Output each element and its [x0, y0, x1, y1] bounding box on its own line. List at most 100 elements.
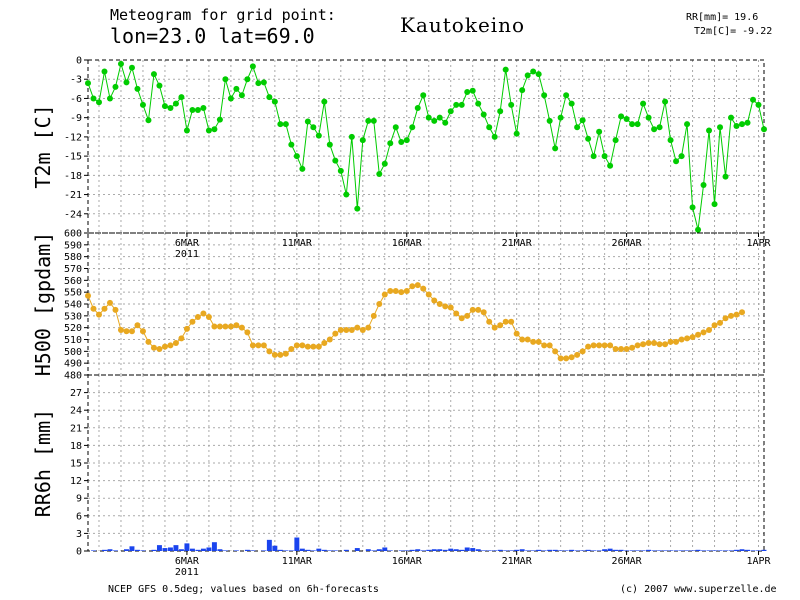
data-point	[304, 343, 311, 350]
data-point	[387, 140, 394, 147]
data-point	[464, 89, 471, 96]
precip-bar	[536, 549, 542, 551]
data-point	[557, 355, 564, 362]
data-source: NCEP GFS 0.5deg; values based on 6h-fore…	[108, 584, 379, 595]
data-point	[266, 94, 273, 101]
panel-frame	[87, 374, 765, 552]
data-point	[541, 92, 548, 99]
data-point	[211, 323, 218, 330]
data-point	[612, 137, 619, 144]
precip-bar	[387, 550, 393, 551]
data-point	[425, 291, 432, 298]
data-point	[95, 99, 102, 106]
data-point	[442, 303, 449, 310]
data-point	[634, 342, 641, 349]
series-line	[87, 284, 743, 359]
data-point	[739, 309, 746, 316]
data-point	[607, 162, 614, 169]
tick-label-y: 15	[70, 459, 82, 470]
data-point	[656, 341, 663, 348]
precip-bar	[404, 550, 410, 551]
axis-label-y: RR6h [mm]	[31, 409, 55, 517]
precip-bar	[508, 550, 514, 551]
data-point	[662, 341, 669, 348]
data-point	[711, 322, 718, 329]
data-point	[117, 327, 124, 334]
tick-label-x: 16MAR	[392, 238, 423, 249]
tick-label-x: 6MAR	[175, 556, 200, 567]
data-point	[486, 124, 493, 131]
data-point	[178, 94, 185, 101]
tick-label-y: 590	[64, 240, 82, 251]
tick-label-x: 6MAR	[175, 238, 200, 249]
data-point	[376, 301, 383, 307]
precip-bar	[662, 550, 668, 551]
data-point	[255, 342, 262, 349]
data-point	[293, 342, 300, 349]
data-point	[233, 322, 240, 329]
precip-bar	[365, 549, 371, 551]
precip-bar	[233, 550, 239, 551]
data-point	[123, 79, 130, 86]
data-point	[574, 351, 581, 358]
precip-bar	[739, 549, 745, 551]
data-point	[464, 312, 471, 319]
data-point	[667, 137, 674, 144]
precip-bar	[299, 548, 305, 551]
precip-bar	[459, 549, 465, 551]
data-point	[359, 137, 366, 144]
data-point	[365, 324, 372, 331]
data-point	[216, 116, 223, 123]
data-point	[590, 153, 597, 160]
data-point	[728, 114, 735, 121]
data-point	[244, 76, 251, 83]
precip-bar	[706, 550, 712, 551]
precip-bar	[173, 545, 179, 551]
data-point	[370, 312, 377, 319]
data-point	[629, 121, 636, 128]
precip-bar	[250, 550, 256, 551]
data-point	[491, 324, 498, 331]
data-point	[409, 124, 416, 131]
precip-bar	[272, 545, 278, 551]
data-point	[238, 92, 245, 99]
data-point	[486, 318, 493, 325]
precip-bar	[431, 549, 437, 551]
precip-bar	[371, 550, 377, 551]
data-point	[645, 114, 652, 121]
tick-label-y: -15	[64, 152, 82, 163]
tick-label-y: 480	[64, 371, 82, 382]
tick-label-y: 9	[76, 494, 82, 505]
precip-bar	[481, 550, 487, 551]
precip-bar	[690, 550, 696, 551]
data-point	[161, 103, 168, 110]
data-point	[249, 342, 256, 349]
data-point	[277, 121, 284, 128]
precip-bar	[717, 550, 723, 551]
tick-label-y: -12	[64, 132, 82, 143]
data-point	[733, 122, 740, 129]
precip-bar	[503, 550, 509, 551]
data-point	[651, 340, 658, 347]
data-point	[315, 132, 322, 139]
precip-bar	[728, 550, 734, 551]
data-point	[205, 314, 212, 321]
precip-bar	[712, 550, 718, 551]
data-point	[601, 342, 608, 349]
precip-bar	[453, 549, 459, 551]
precip-bar	[266, 539, 272, 551]
data-point	[590, 342, 597, 349]
data-point	[222, 323, 229, 330]
copyright: (c) 2007 www.superzelle.de	[620, 584, 777, 595]
grid-point-coordinates: lon=23.0 lat=69.0	[110, 24, 315, 48]
data-point	[497, 108, 504, 115]
precip-bar	[167, 547, 173, 551]
precip-bar	[123, 549, 129, 551]
precip-bar	[222, 550, 228, 551]
data-point	[728, 312, 735, 319]
precip-bar	[613, 549, 619, 551]
data-point	[134, 85, 141, 92]
data-point	[282, 121, 289, 128]
tick-label-y: 0	[76, 547, 82, 558]
tick-label-y: 6	[76, 511, 82, 522]
